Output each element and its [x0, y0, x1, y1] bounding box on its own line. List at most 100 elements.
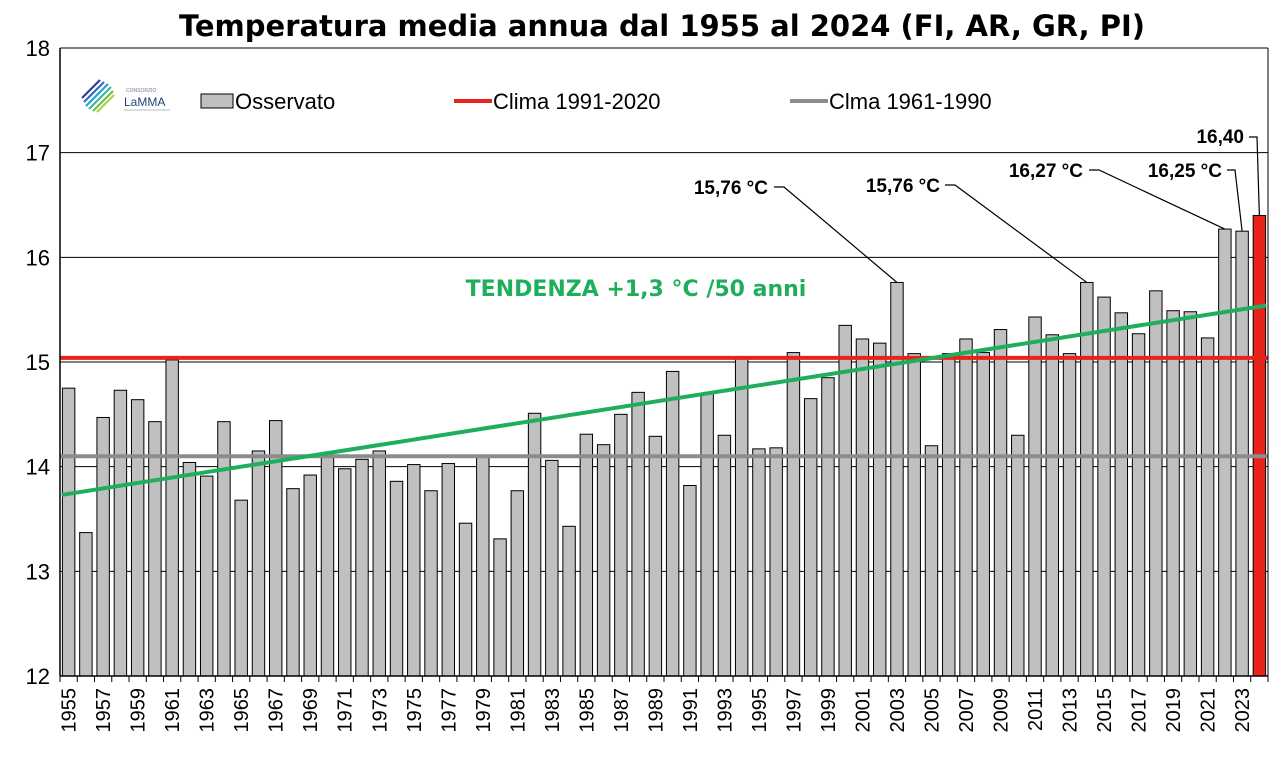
bar-1989	[648, 435, 663, 677]
trend-line	[61, 303, 1267, 497]
bar-1977	[441, 463, 455, 677]
bar-2009	[993, 329, 1008, 677]
bar-1956	[79, 532, 93, 677]
bar-1998	[803, 398, 818, 677]
bar-2021	[1200, 337, 1215, 677]
bar-2019	[1166, 310, 1180, 677]
bar-1966	[251, 450, 266, 677]
bar-2005	[924, 445, 939, 677]
bar-1965	[234, 499, 248, 677]
annotation-leader-2003	[774, 186, 898, 283]
x-tick-1985: 1985	[576, 688, 598, 733]
reference-lines	[60, 303, 1268, 497]
bar-1975	[407, 464, 421, 677]
bar-1995	[752, 448, 766, 677]
bar-1994	[734, 356, 749, 677]
bar-2022	[1218, 228, 1232, 677]
y-tick-17: 17	[26, 141, 50, 166]
bar-2024	[1252, 214, 1267, 677]
bar-1970	[320, 455, 335, 677]
annotation-2014: 15,76 °C	[866, 176, 940, 197]
bar-1959	[130, 399, 145, 677]
bar-2013	[1062, 353, 1077, 677]
bar-2018	[1149, 290, 1163, 677]
legend-swatch-osservato	[200, 93, 234, 109]
bar-2020	[1183, 311, 1198, 677]
annotation-leader-2022	[1089, 169, 1226, 230]
bar-1955	[61, 387, 76, 677]
bar-2001	[855, 338, 870, 677]
bar-1972	[355, 458, 369, 677]
bar-1987	[614, 413, 628, 677]
bar-1982	[527, 412, 542, 677]
bar-1979	[476, 455, 490, 677]
annotation-leader-2014	[945, 184, 1088, 283]
x-tick-1975: 1975	[404, 688, 426, 733]
x-tick-2001: 2001	[852, 688, 874, 733]
y-axis-ticks: 12 13 14 15 16 17 18	[26, 36, 50, 689]
x-tick-1987: 1987	[611, 688, 633, 733]
x-tick-1971: 1971	[335, 688, 357, 733]
y-tick-18: 18	[26, 36, 50, 61]
x-tick-2007: 2007	[956, 688, 978, 733]
x-tick-1979: 1979	[473, 688, 495, 733]
bar-2007	[959, 338, 973, 677]
bar-1976	[424, 490, 438, 677]
bar-1984	[562, 525, 576, 677]
annotation-2003: 15,76 °C	[694, 178, 768, 199]
lamma-logo: CONSORZIO LaMMA	[81, 79, 170, 113]
trend-label: TENDENZA +1,3 °C /50 anni	[466, 277, 807, 302]
bar-1990	[665, 370, 680, 677]
x-tick-1969: 1969	[300, 688, 322, 733]
bar-1964	[217, 421, 231, 677]
bar-1961	[165, 359, 179, 677]
lamma-logo-top-text: CONSORZIO	[126, 88, 156, 94]
bar-1993	[717, 434, 732, 677]
x-tick-1967: 1967	[266, 688, 288, 733]
y-tick-13: 13	[26, 559, 50, 584]
bar-1973	[372, 450, 386, 677]
annotations: 15,76 °C 15,76 °C 16,27 °C 16,25 °C 16,40	[694, 127, 1260, 283]
bar-2000	[838, 324, 852, 677]
x-tick-2013: 2013	[1060, 688, 1082, 733]
x-tick-2011: 2011	[1025, 688, 1047, 731]
lamma-logo-mark	[81, 79, 115, 113]
x-tick-1973: 1973	[369, 688, 391, 733]
x-tick-1977: 1977	[438, 688, 460, 733]
bar-2010	[1011, 434, 1025, 677]
bar-2004	[907, 353, 921, 677]
x-tick-1991: 1991	[680, 688, 702, 733]
y-tick-15: 15	[26, 350, 50, 375]
bar-1986	[596, 444, 611, 677]
bar-2006	[942, 353, 956, 677]
x-tick-1995: 1995	[749, 688, 771, 733]
x-tick-1997: 1997	[783, 688, 805, 733]
x-tick-2019: 2019	[1163, 688, 1185, 733]
x-tick-2015: 2015	[1094, 688, 1116, 733]
x-tick-1963: 1963	[197, 688, 219, 733]
axes	[59, 48, 1269, 682]
bar-1996	[769, 447, 783, 677]
x-axis-ticks: 1955 1957 1959 1961 1963 1965 1967 1969 1971 1973…	[59, 688, 1254, 733]
bar-1960	[148, 421, 162, 677]
x-tick-1959: 1959	[128, 688, 150, 733]
x-tick-1981: 1981	[507, 688, 529, 733]
bar-2017	[1131, 333, 1146, 677]
bar-1958	[113, 389, 128, 677]
bar-1981	[510, 490, 525, 677]
x-tick-1965: 1965	[231, 688, 253, 733]
annotation-2024: 16,40	[1196, 127, 1244, 148]
lamma-logo-text: LaMMA	[124, 95, 165, 109]
bar-1991	[683, 485, 697, 677]
bar-2014	[1080, 281, 1094, 677]
x-tick-2003: 2003	[887, 688, 909, 733]
x-tick-1983: 1983	[542, 688, 564, 733]
x-tick-2017: 2017	[1129, 688, 1151, 733]
bar-2002	[873, 342, 887, 677]
y-tick-12: 12	[26, 664, 50, 689]
y-tick-14: 14	[26, 455, 50, 480]
chart-title: Temperatura media annua dal 1955 al 2024…	[179, 9, 1145, 43]
bar-2016	[1114, 312, 1129, 677]
bar-1997	[786, 352, 801, 677]
